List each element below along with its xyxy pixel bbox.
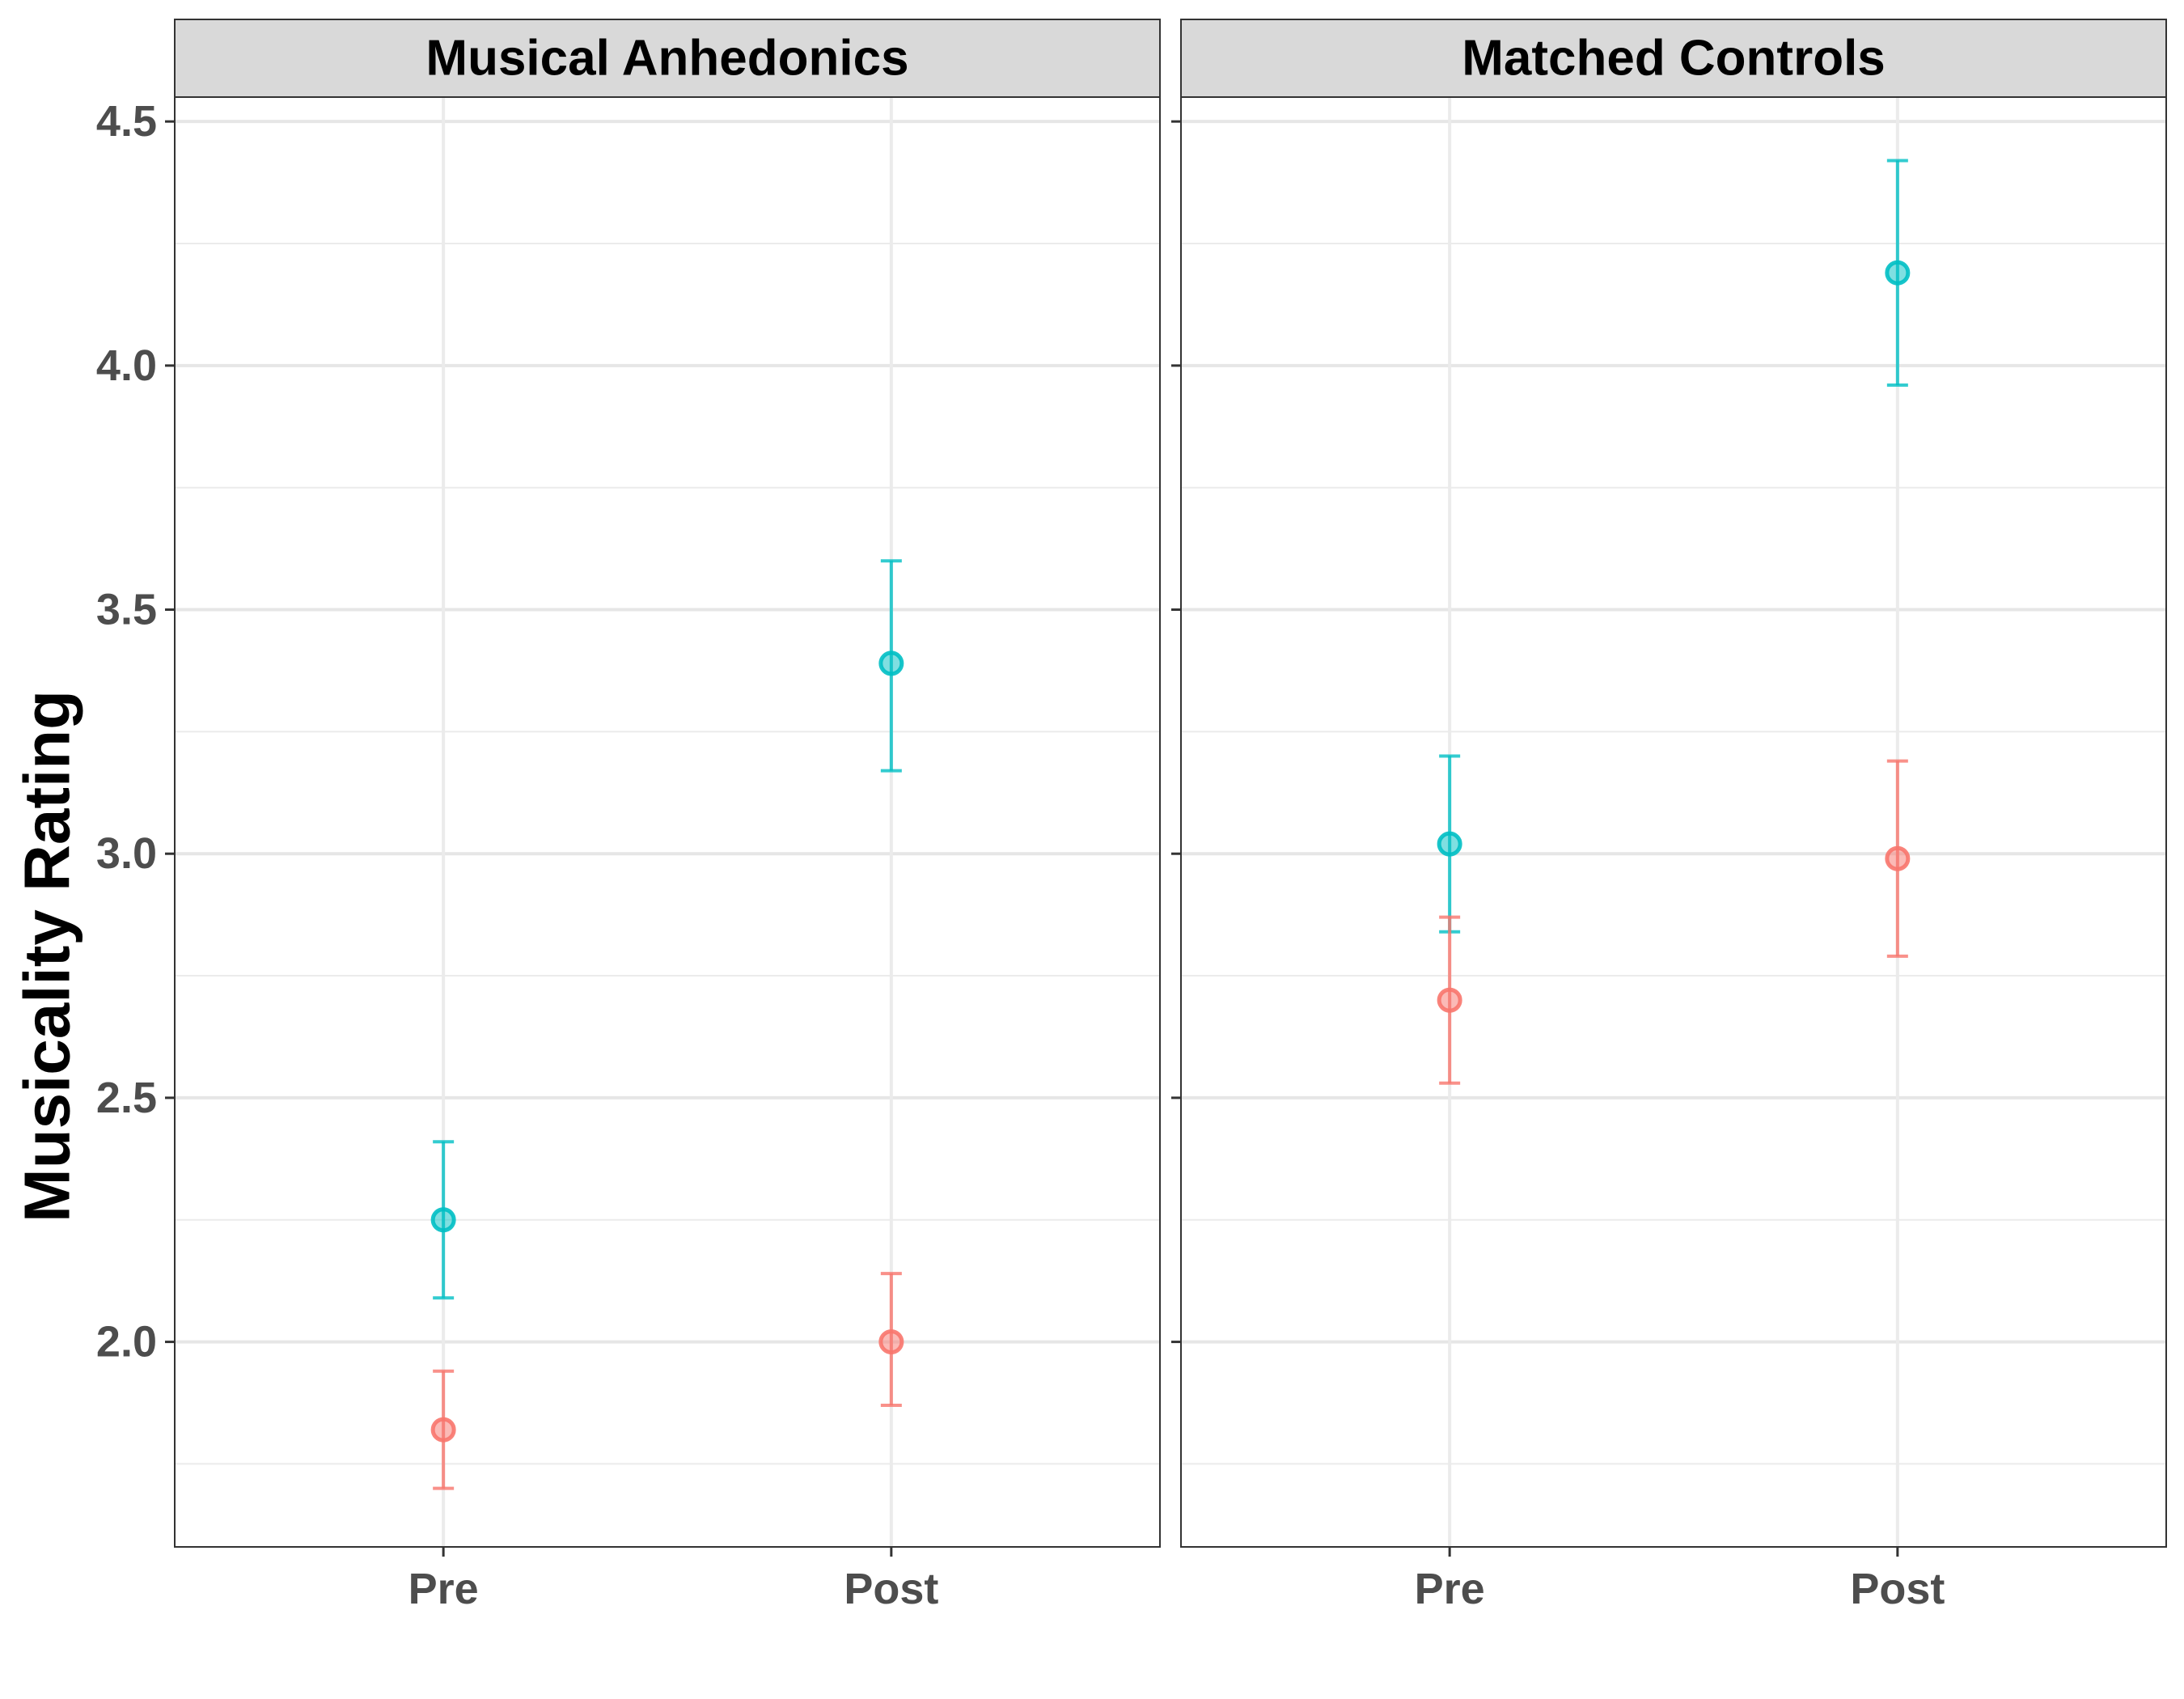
y-tick-label: 3.0 bbox=[96, 829, 157, 878]
data-point bbox=[1885, 845, 1911, 871]
x-tick-label: Post bbox=[1850, 1565, 1945, 1613]
strip-background bbox=[174, 19, 1161, 98]
panel-2: Matched Controls Pre Post bbox=[1171, 19, 2167, 1613]
data-point bbox=[1437, 831, 1462, 857]
y-tick-label: 4.5 bbox=[96, 97, 157, 146]
data-point bbox=[878, 650, 904, 676]
data-point bbox=[878, 1329, 904, 1355]
x-tick-label: Post bbox=[844, 1565, 938, 1613]
data-point bbox=[430, 1417, 456, 1443]
y-tick-label: 2.5 bbox=[96, 1074, 157, 1122]
strip-title: Matched Controls bbox=[1462, 31, 1886, 87]
data-point bbox=[430, 1207, 456, 1233]
panel-1: Musical Anhedonics Pre Post 2.0 2.5 3.0 3.5 4.0… bbox=[96, 19, 1161, 1613]
panels-group: Musical Anhedonics Pre Post 2.0 2.5 3.0 3.5 4.0… bbox=[96, 19, 2167, 1613]
strip-title: Musical Anhedonics bbox=[425, 31, 908, 87]
y-axis-label: Musicality Rating bbox=[11, 690, 83, 1222]
data-point bbox=[1885, 260, 1911, 286]
data-point bbox=[1437, 987, 1462, 1013]
strip-background bbox=[1180, 19, 2167, 98]
x-tick-label: Pre bbox=[408, 1565, 479, 1613]
y-tick-label: 4.0 bbox=[96, 341, 157, 390]
y-tick-label: 2.0 bbox=[96, 1318, 157, 1366]
x-tick-label: Pre bbox=[1415, 1565, 1485, 1613]
y-tick-label: 3.5 bbox=[96, 586, 157, 634]
